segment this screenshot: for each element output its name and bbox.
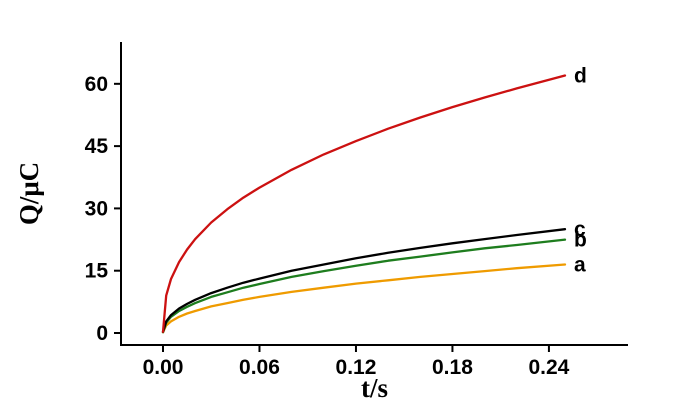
curve-label-a: a	[574, 253, 586, 276]
curve-b	[161, 238, 567, 334]
axes	[120, 42, 628, 346]
curve-d	[161, 74, 567, 333]
curve-label-c: c	[574, 218, 586, 241]
x-tick-label: 0.24	[528, 356, 569, 379]
x-tick-label: 0.18	[432, 356, 473, 379]
curve-label-b: b	[574, 229, 587, 252]
x-tick-label: 0.00	[143, 356, 184, 379]
curve-label-d: d	[574, 65, 587, 88]
y-tick-label: 0	[96, 322, 108, 345]
x-axis-title: t/s	[361, 373, 388, 403]
x-tick-label: 0.06	[239, 356, 280, 379]
y-axis-title: Q/μC	[14, 162, 44, 225]
y-tick-label: 45	[85, 135, 109, 158]
x-tick-label: 0.12	[336, 356, 377, 379]
y-tick-label: 15	[85, 260, 109, 283]
curve-c	[161, 228, 567, 333]
y-tick-label: 30	[85, 197, 108, 220]
y-tick-label: 60	[85, 73, 108, 96]
curve-a	[161, 263, 567, 334]
